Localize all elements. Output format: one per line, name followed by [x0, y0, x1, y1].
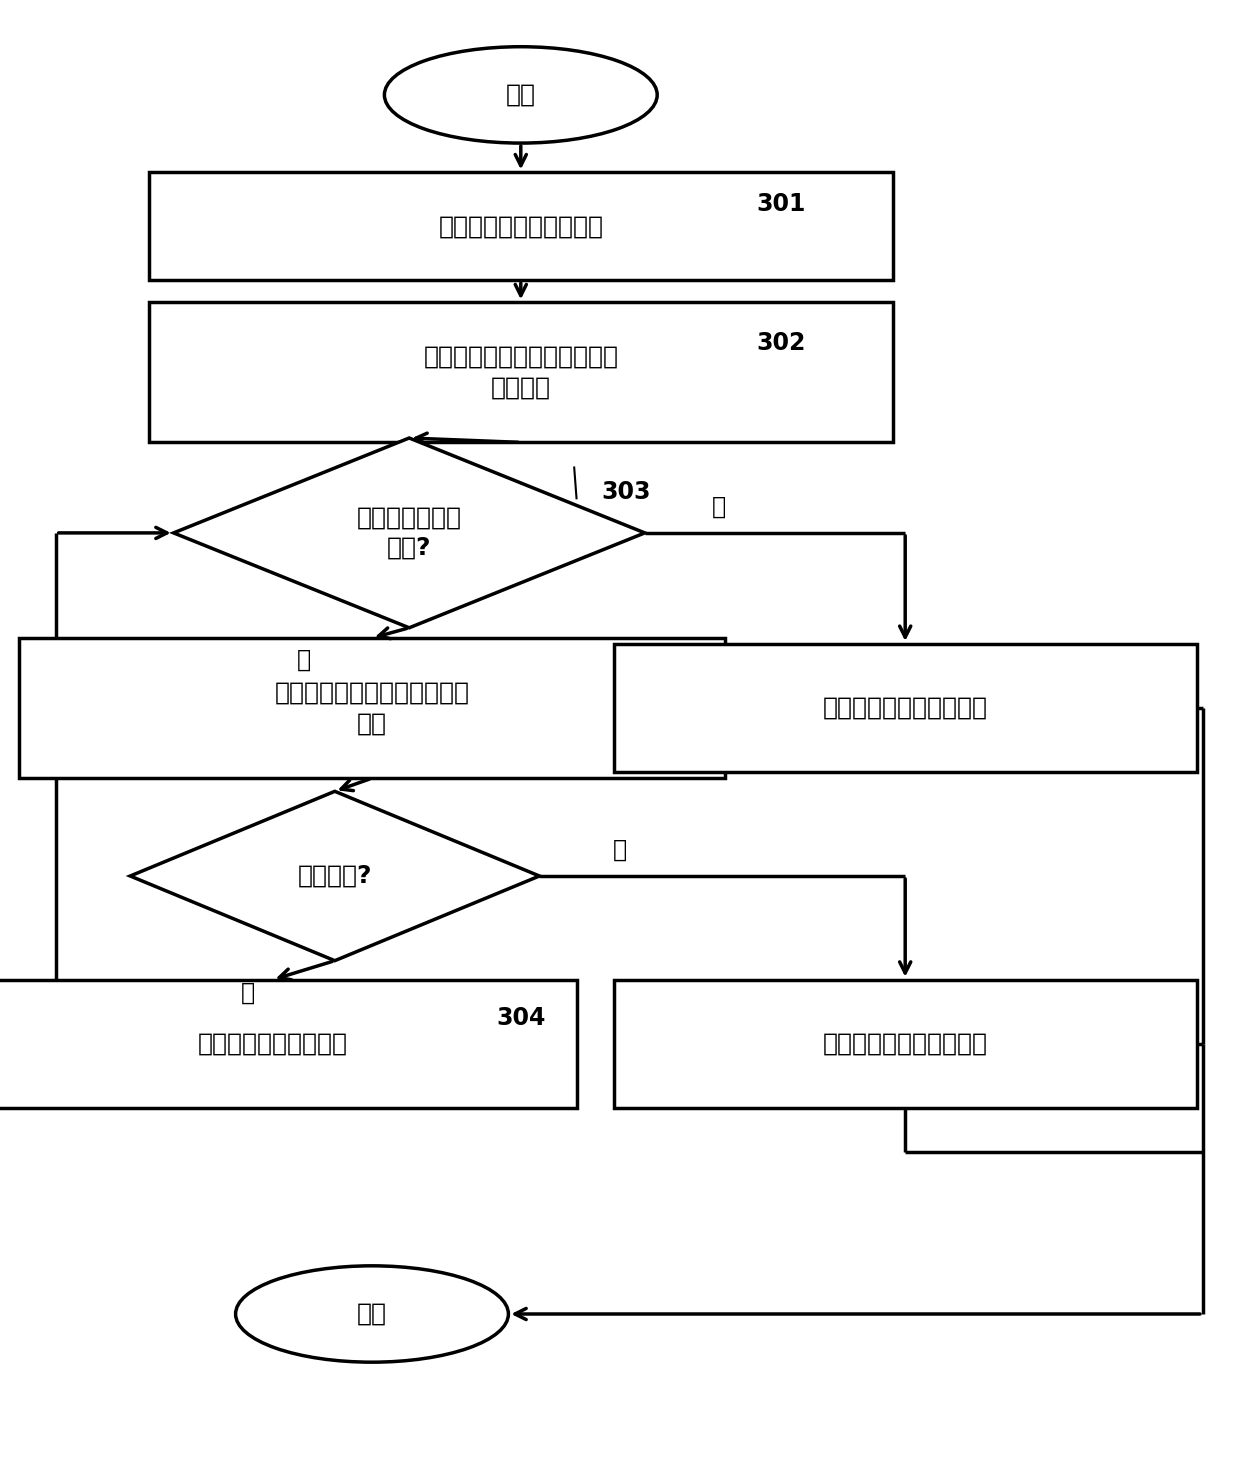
Bar: [149, 302, 893, 442]
Text: 当前节点为目的
节点?: 当前节点为目的 节点?: [357, 507, 461, 559]
Text: 处理协议并返回处理结果: 处理协议并返回处理结果: [822, 696, 988, 720]
Bar: [149, 172, 893, 280]
Polygon shape: [174, 438, 645, 628]
Text: 303: 303: [601, 480, 651, 504]
Text: 结束: 结束: [357, 1302, 387, 1326]
Bar: [19, 638, 725, 778]
Text: 将协议发送至下一节点: 将协议发送至下一节点: [198, 1032, 347, 1056]
Text: 301: 301: [756, 193, 806, 216]
Bar: [614, 644, 1197, 772]
Ellipse shape: [384, 47, 657, 143]
Text: 是: 是: [712, 495, 727, 518]
Text: 获取目的节点的绝对域名: 获取目的节点的绝对域名: [438, 215, 604, 238]
Text: 是: 是: [241, 981, 255, 1004]
Text: 304: 304: [496, 1006, 546, 1029]
Polygon shape: [130, 791, 539, 961]
Text: 开始: 开始: [506, 83, 536, 107]
Bar: [0, 980, 577, 1108]
Text: 连接成功?: 连接成功?: [298, 864, 372, 888]
Ellipse shape: [236, 1266, 508, 1362]
Text: 根据路由路径信息连接到下一
节点: 根据路由路径信息连接到下一 节点: [274, 680, 470, 736]
Text: 获取源节点到目的节点的路由
路径信息: 获取源节点到目的节点的路由 路径信息: [423, 345, 619, 400]
Text: 否: 否: [613, 838, 627, 861]
Text: 302: 302: [756, 331, 806, 355]
Bar: [614, 980, 1197, 1108]
Text: 返回目的节点不可达信息: 返回目的节点不可达信息: [822, 1032, 988, 1056]
Text: 否: 否: [296, 648, 311, 672]
